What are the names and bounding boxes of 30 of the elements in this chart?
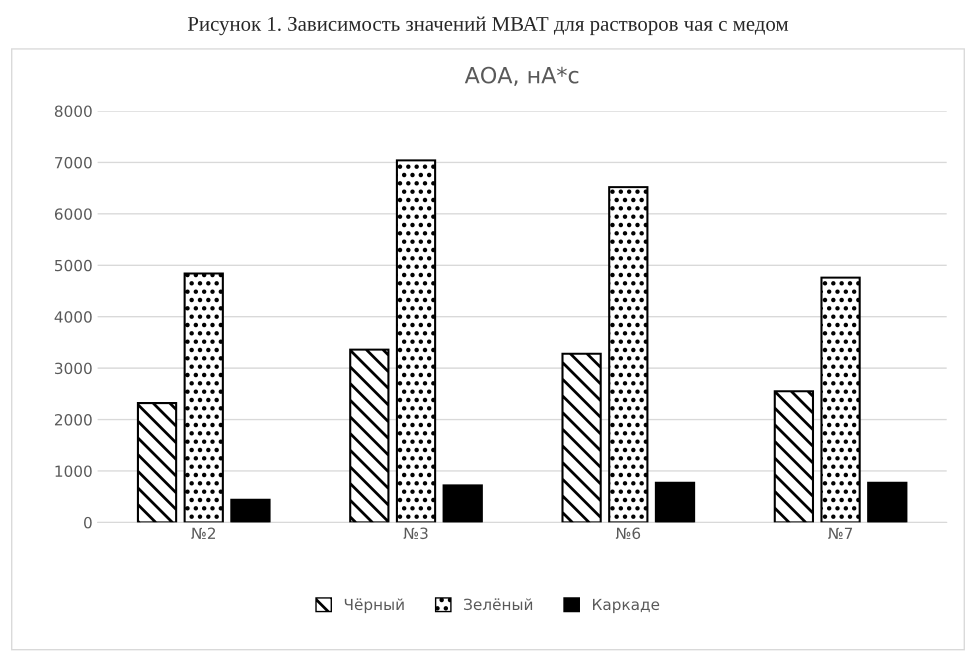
y-tick-label: 6000 xyxy=(54,208,92,220)
y-tick-label: 5000 xyxy=(55,260,92,272)
bar xyxy=(136,402,178,522)
bar xyxy=(654,482,696,522)
y-tick-label: 1000 xyxy=(56,465,92,477)
x-tick-label: №2 xyxy=(191,528,216,539)
y-tick-label: 7000 xyxy=(55,156,92,168)
x-tick-label: №3 xyxy=(404,528,428,540)
bar xyxy=(184,272,224,522)
legend-label: Чёрный xyxy=(344,598,404,614)
bar xyxy=(442,484,483,522)
y-tick-label: 2000 xyxy=(54,414,92,426)
x-tick-label: №6 xyxy=(616,528,640,540)
y-tick-label: 8000 xyxy=(54,105,92,118)
text: Рисунок 1. Зависимость значений МВАТ для растворов чая с медом xyxy=(188,16,788,36)
y-tick-label: 3000 xyxy=(55,362,92,374)
legend-label: Зелёный xyxy=(464,598,532,610)
bar xyxy=(396,159,436,522)
bar xyxy=(230,498,271,522)
bar xyxy=(867,482,908,522)
x-tick-label: №7 xyxy=(828,528,852,539)
bar xyxy=(774,390,814,522)
bar xyxy=(561,352,602,522)
bar xyxy=(349,348,390,522)
y-tick-label: 0 xyxy=(84,516,92,528)
y-tick-label: 4000 xyxy=(54,311,92,323)
legend-label: Каркаде xyxy=(593,598,660,614)
bar xyxy=(820,276,861,522)
chart-title: АОА, нА*с xyxy=(464,66,578,86)
bar xyxy=(608,186,648,522)
